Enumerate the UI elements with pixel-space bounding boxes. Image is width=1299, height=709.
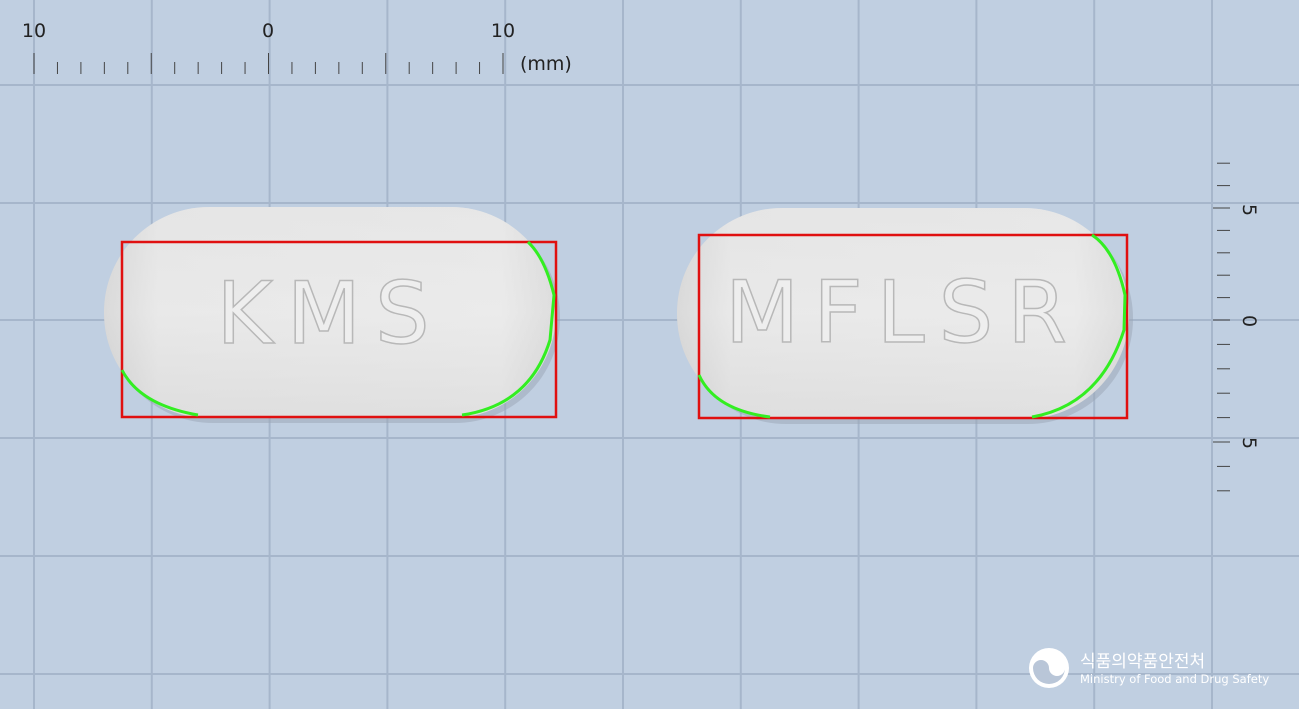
ruler-label: 10: [22, 20, 46, 42]
logo: 식품의약품안전처 Ministry of Food and Drug Safet…: [1029, 648, 1269, 688]
ruler-label: 0: [262, 20, 274, 42]
ruler-label: 5: [1238, 204, 1260, 216]
logo-korean: 식품의약품안전처: [1080, 652, 1205, 672]
ruler-label: 10: [491, 20, 515, 42]
ruler: [33, 53, 1230, 492]
pill-imprint: KMS: [216, 264, 443, 364]
ruler-label: 5: [1238, 437, 1260, 449]
ruler-label: 0: [1238, 315, 1260, 327]
pill: KMS: [104, 207, 560, 423]
pill: MFLSR: [677, 208, 1133, 424]
pill-imprint: MFLSR: [725, 263, 1081, 363]
ruler-unit: (mm): [520, 53, 572, 75]
logo-english: Ministry of Food and Drug Safety: [1080, 672, 1269, 686]
